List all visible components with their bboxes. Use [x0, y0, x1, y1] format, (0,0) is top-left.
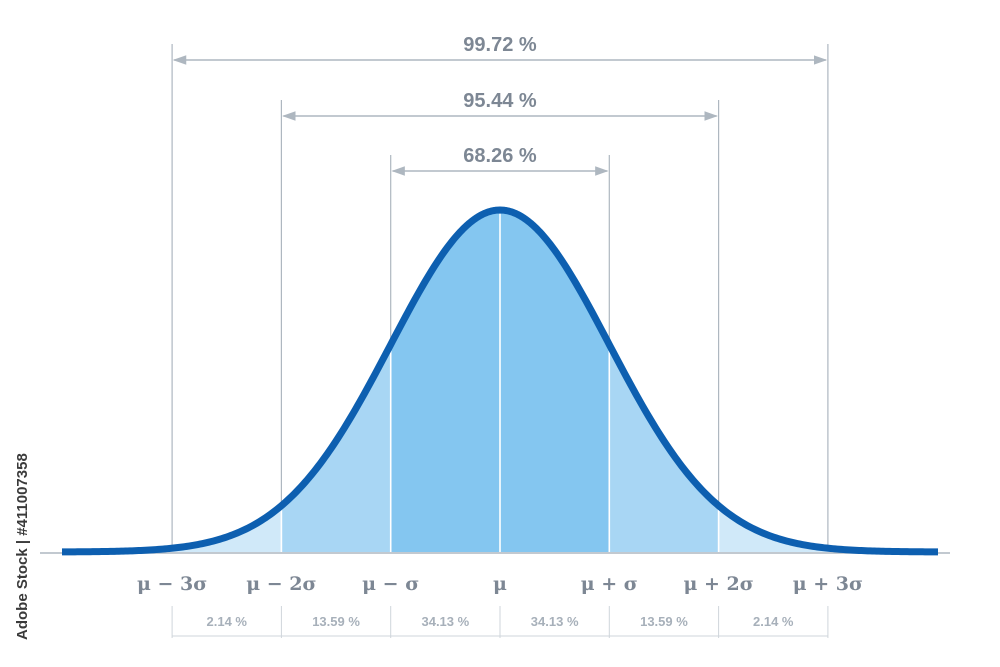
band-label-1: 13.59 %: [312, 614, 360, 629]
range-label-2: 68.26 %: [463, 145, 537, 167]
sigma-labels: μ − 3σ μ − 2σ μ − σ μ μ + σ μ + 2σ μ + 3σ: [137, 573, 863, 595]
sigma-label-6: μ + 3σ: [793, 573, 863, 595]
band-label-5: 2.14 %: [753, 614, 794, 629]
normal-curve: [60, 206, 940, 556]
curve-layer: [60, 206, 940, 556]
band-labels: 2.14 % 13.59 % 34.13 % 34.13 % 13.59 % 2.14 %: [207, 614, 794, 629]
band-fill-5: [718, 505, 828, 552]
band-fill-2: [390, 210, 500, 552]
range-label-0: 99.72 %: [463, 34, 537, 56]
sigma-lines: [40, 44, 950, 638]
band-fill-0: [172, 505, 282, 552]
band-label-4: 13.59 %: [640, 614, 688, 629]
band-label-0: 2.14 %: [207, 614, 248, 629]
sigma-label-2: μ − σ: [362, 573, 419, 595]
band-fill-3: [500, 210, 610, 552]
sigma-label-5: μ + 2σ: [683, 573, 753, 595]
band-fills: [62, 210, 938, 552]
sigma-label-4: μ + σ: [581, 573, 638, 595]
sigma-label-1: μ − 2σ: [246, 573, 316, 595]
band-label-2: 34.13 %: [421, 614, 469, 629]
range-arrows: 99.72 % 95.44 % 68.26 %: [172, 34, 828, 176]
range-label-1: 95.44 %: [463, 90, 537, 112]
sigma-label-3: μ: [493, 573, 507, 595]
band-label-3: 34.13 %: [531, 614, 579, 629]
sigma-label-0: μ − 3σ: [137, 573, 207, 595]
watermark-text: Adobe Stock | #411007358: [14, 453, 31, 640]
